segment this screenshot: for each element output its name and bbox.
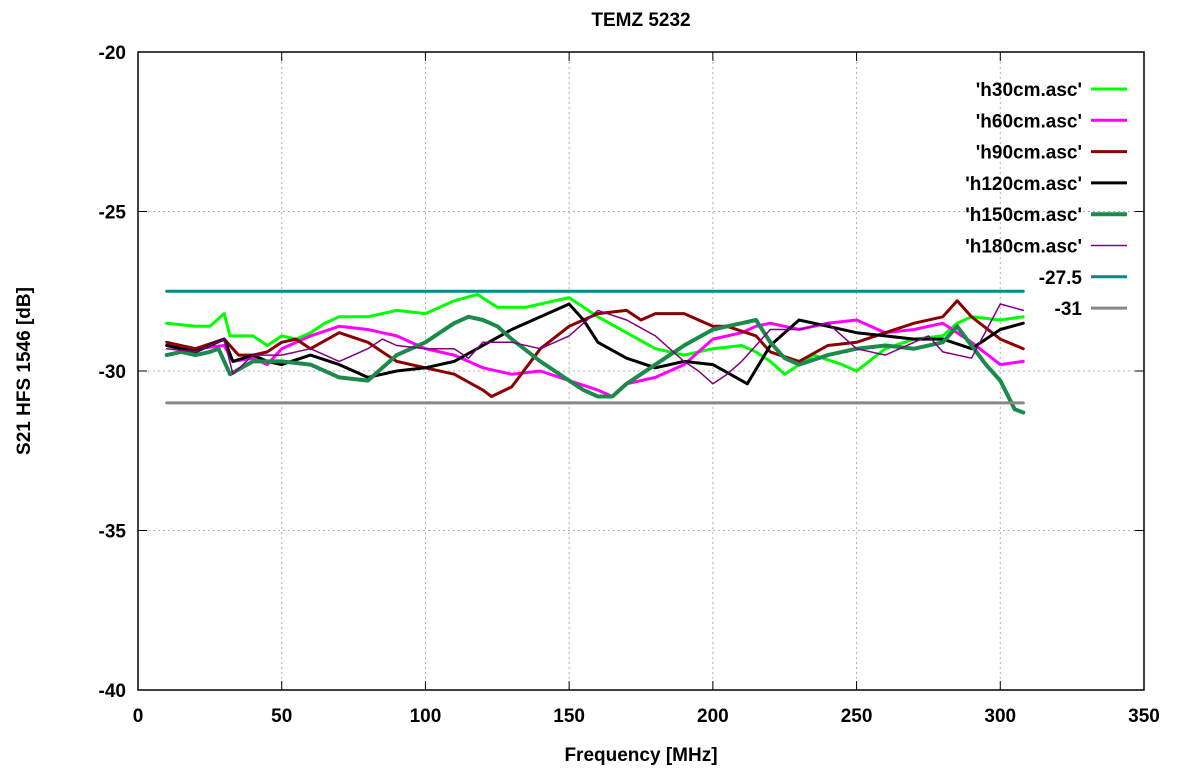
- grid: [138, 52, 1144, 690]
- series-line: [165, 292, 1025, 376]
- y-tick-label: -25: [99, 203, 127, 224]
- legend: 'h30cm.asc' 'h60cm.asc' 'h90cm.asc' 'h120cm…: [965, 80, 1127, 320]
- series-line: [165, 299, 1025, 398]
- legend-label: -27.5: [1039, 268, 1083, 289]
- x-tick-label: 200: [697, 706, 729, 727]
- chart-title: TEMZ 5232: [591, 10, 690, 31]
- y-tick-label: -35: [99, 522, 127, 543]
- y-axis-label: S21 HFS 1546 [dB]: [14, 287, 35, 455]
- legend-label: 'h120cm.asc': [965, 174, 1082, 195]
- x-tick-label: 250: [841, 706, 873, 727]
- x-tick-label: 350: [1128, 706, 1160, 727]
- legend-label: 'h60cm.asc': [976, 111, 1082, 132]
- x-tick-label: 50: [271, 706, 292, 727]
- series-line: [165, 303, 1025, 385]
- series-line: [164, 314, 1026, 415]
- legend-label: 'h30cm.asc': [976, 80, 1082, 101]
- legend-label: 'h180cm.asc': [965, 237, 1082, 258]
- y-tick-label: -20: [99, 43, 126, 64]
- series-line: [165, 318, 1025, 398]
- x-tick-label: 150: [553, 706, 585, 727]
- x-axis-label: Frequency [MHz]: [564, 745, 717, 766]
- y-tick-label: -30: [99, 362, 126, 383]
- x-tick-label: 300: [984, 706, 1016, 727]
- x-tick-label: 0: [133, 706, 144, 727]
- y-tick-label: -40: [99, 681, 126, 702]
- series-group: [164, 289, 1026, 415]
- x-tick-label: 100: [410, 706, 442, 727]
- legend-label: 'h150cm.asc': [965, 205, 1082, 226]
- legend-label: 'h90cm.asc': [976, 143, 1082, 164]
- tick-group: 0 50 100 150 200 250 300 350 -40 -35 -30 -25 -20: [99, 43, 1160, 727]
- legend-label: -31: [1055, 299, 1083, 320]
